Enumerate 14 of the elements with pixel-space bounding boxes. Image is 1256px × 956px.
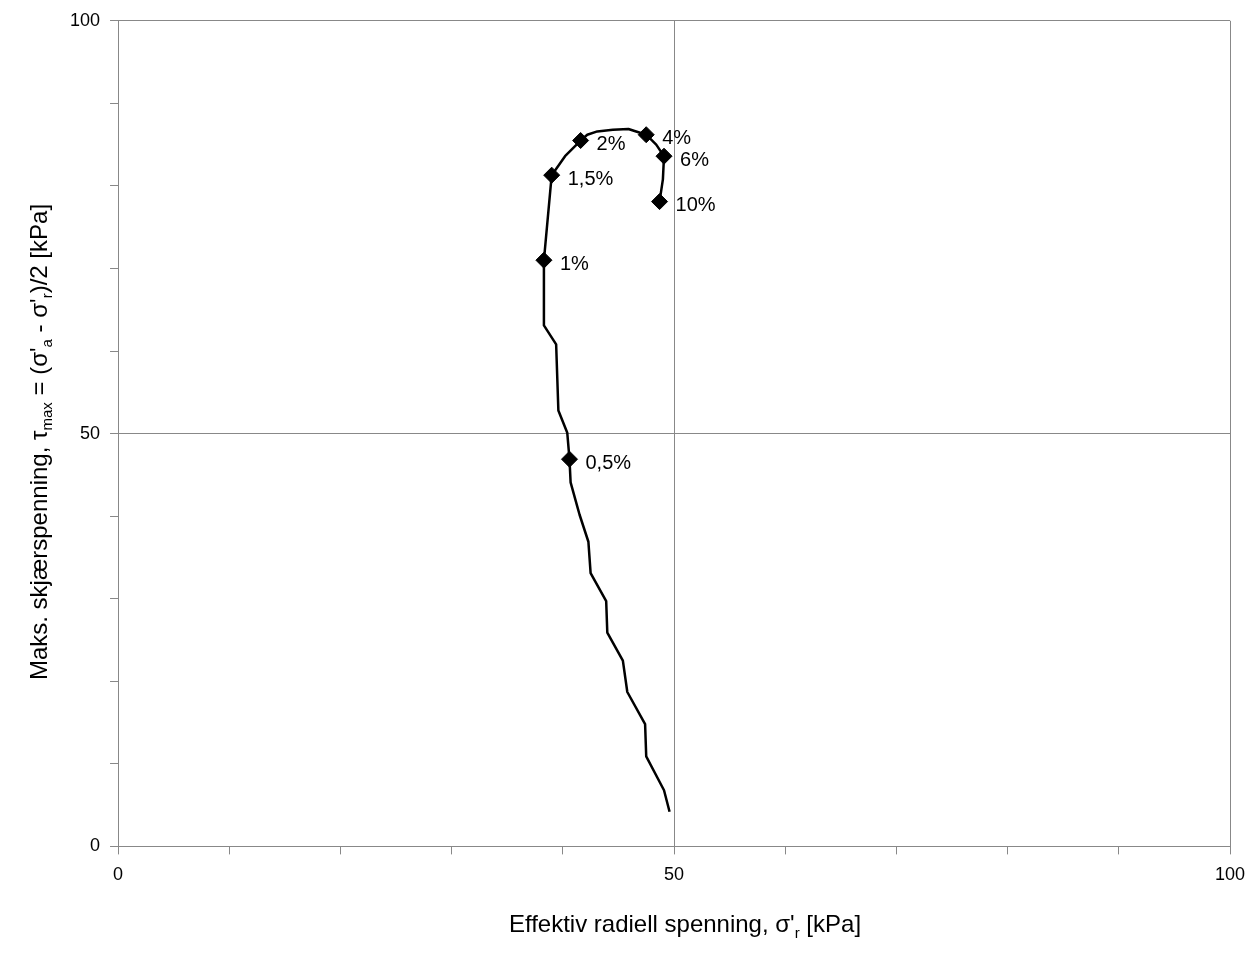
annotation: 0,5% [585, 450, 632, 473]
annotation: 10% [675, 193, 716, 216]
x-tick-label: 0 [113, 864, 124, 885]
annotation: 1% [559, 251, 590, 274]
x-tick-label: 100 [1214, 864, 1246, 885]
y-tick-label: 50 [80, 422, 101, 443]
annotation: 1,5% [567, 166, 614, 189]
y-tick-label: 100 [69, 9, 101, 30]
y-tick-label: 0 [90, 835, 101, 856]
x-axis-title: Effektiv radiell spenning, σ'$_{r}$ [kPa] [507, 910, 863, 941]
annotation: 4% [662, 126, 692, 149]
x-tick-label: 50 [664, 864, 685, 885]
annotation: 6% [680, 147, 710, 170]
annotation: 2% [596, 132, 626, 155]
